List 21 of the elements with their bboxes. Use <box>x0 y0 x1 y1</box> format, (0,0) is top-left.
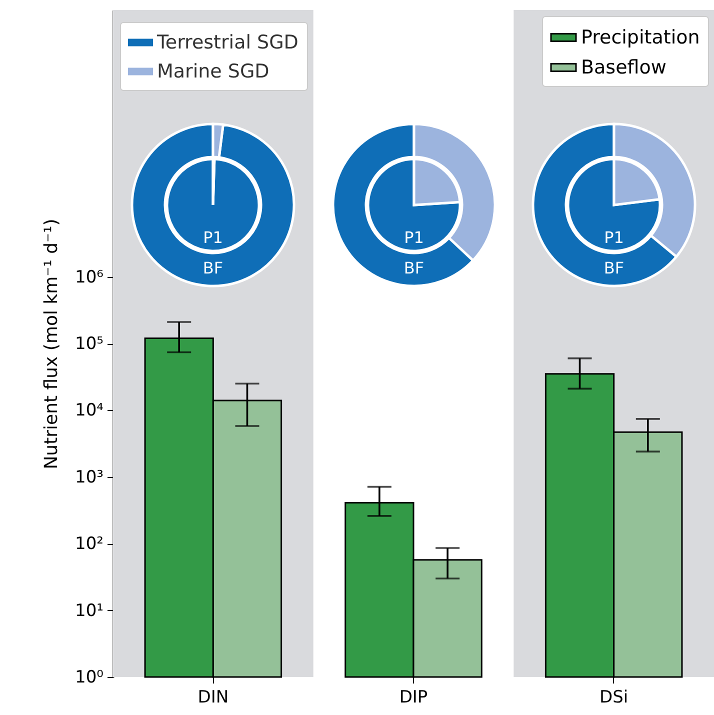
y-tick-label: 10³ <box>75 467 104 488</box>
x-tick-label: DIN <box>198 688 229 708</box>
slice-label: P1 <box>203 228 224 248</box>
x-tick-label: DIP <box>399 688 428 708</box>
slice-label: BF <box>203 258 224 278</box>
legend-label: Precipitation <box>581 26 700 48</box>
slice-label: BF <box>604 258 624 278</box>
slice-label: P1 <box>404 228 424 248</box>
legend-label: Baseflow <box>581 56 666 78</box>
y-tick-label: 10⁴ <box>75 400 104 421</box>
legend-label: Marine SGD <box>157 60 270 82</box>
y-tick-label: 10⁵ <box>75 334 104 354</box>
slice-label: P1 <box>604 228 624 248</box>
y-tick-label: 10⁶ <box>75 267 104 288</box>
slice-label: BF <box>403 258 424 278</box>
legend-label: Terrestrial SGD <box>156 32 299 54</box>
x-tick-label: DSi <box>600 688 628 708</box>
y-tick-label: 10¹ <box>75 600 104 621</box>
y-tick-label: 10⁰ <box>75 668 104 688</box>
y-tick-label: 10² <box>75 534 104 554</box>
y-axis-title: Nutrient flux (mol km⁻¹ d⁻¹) <box>41 218 62 470</box>
